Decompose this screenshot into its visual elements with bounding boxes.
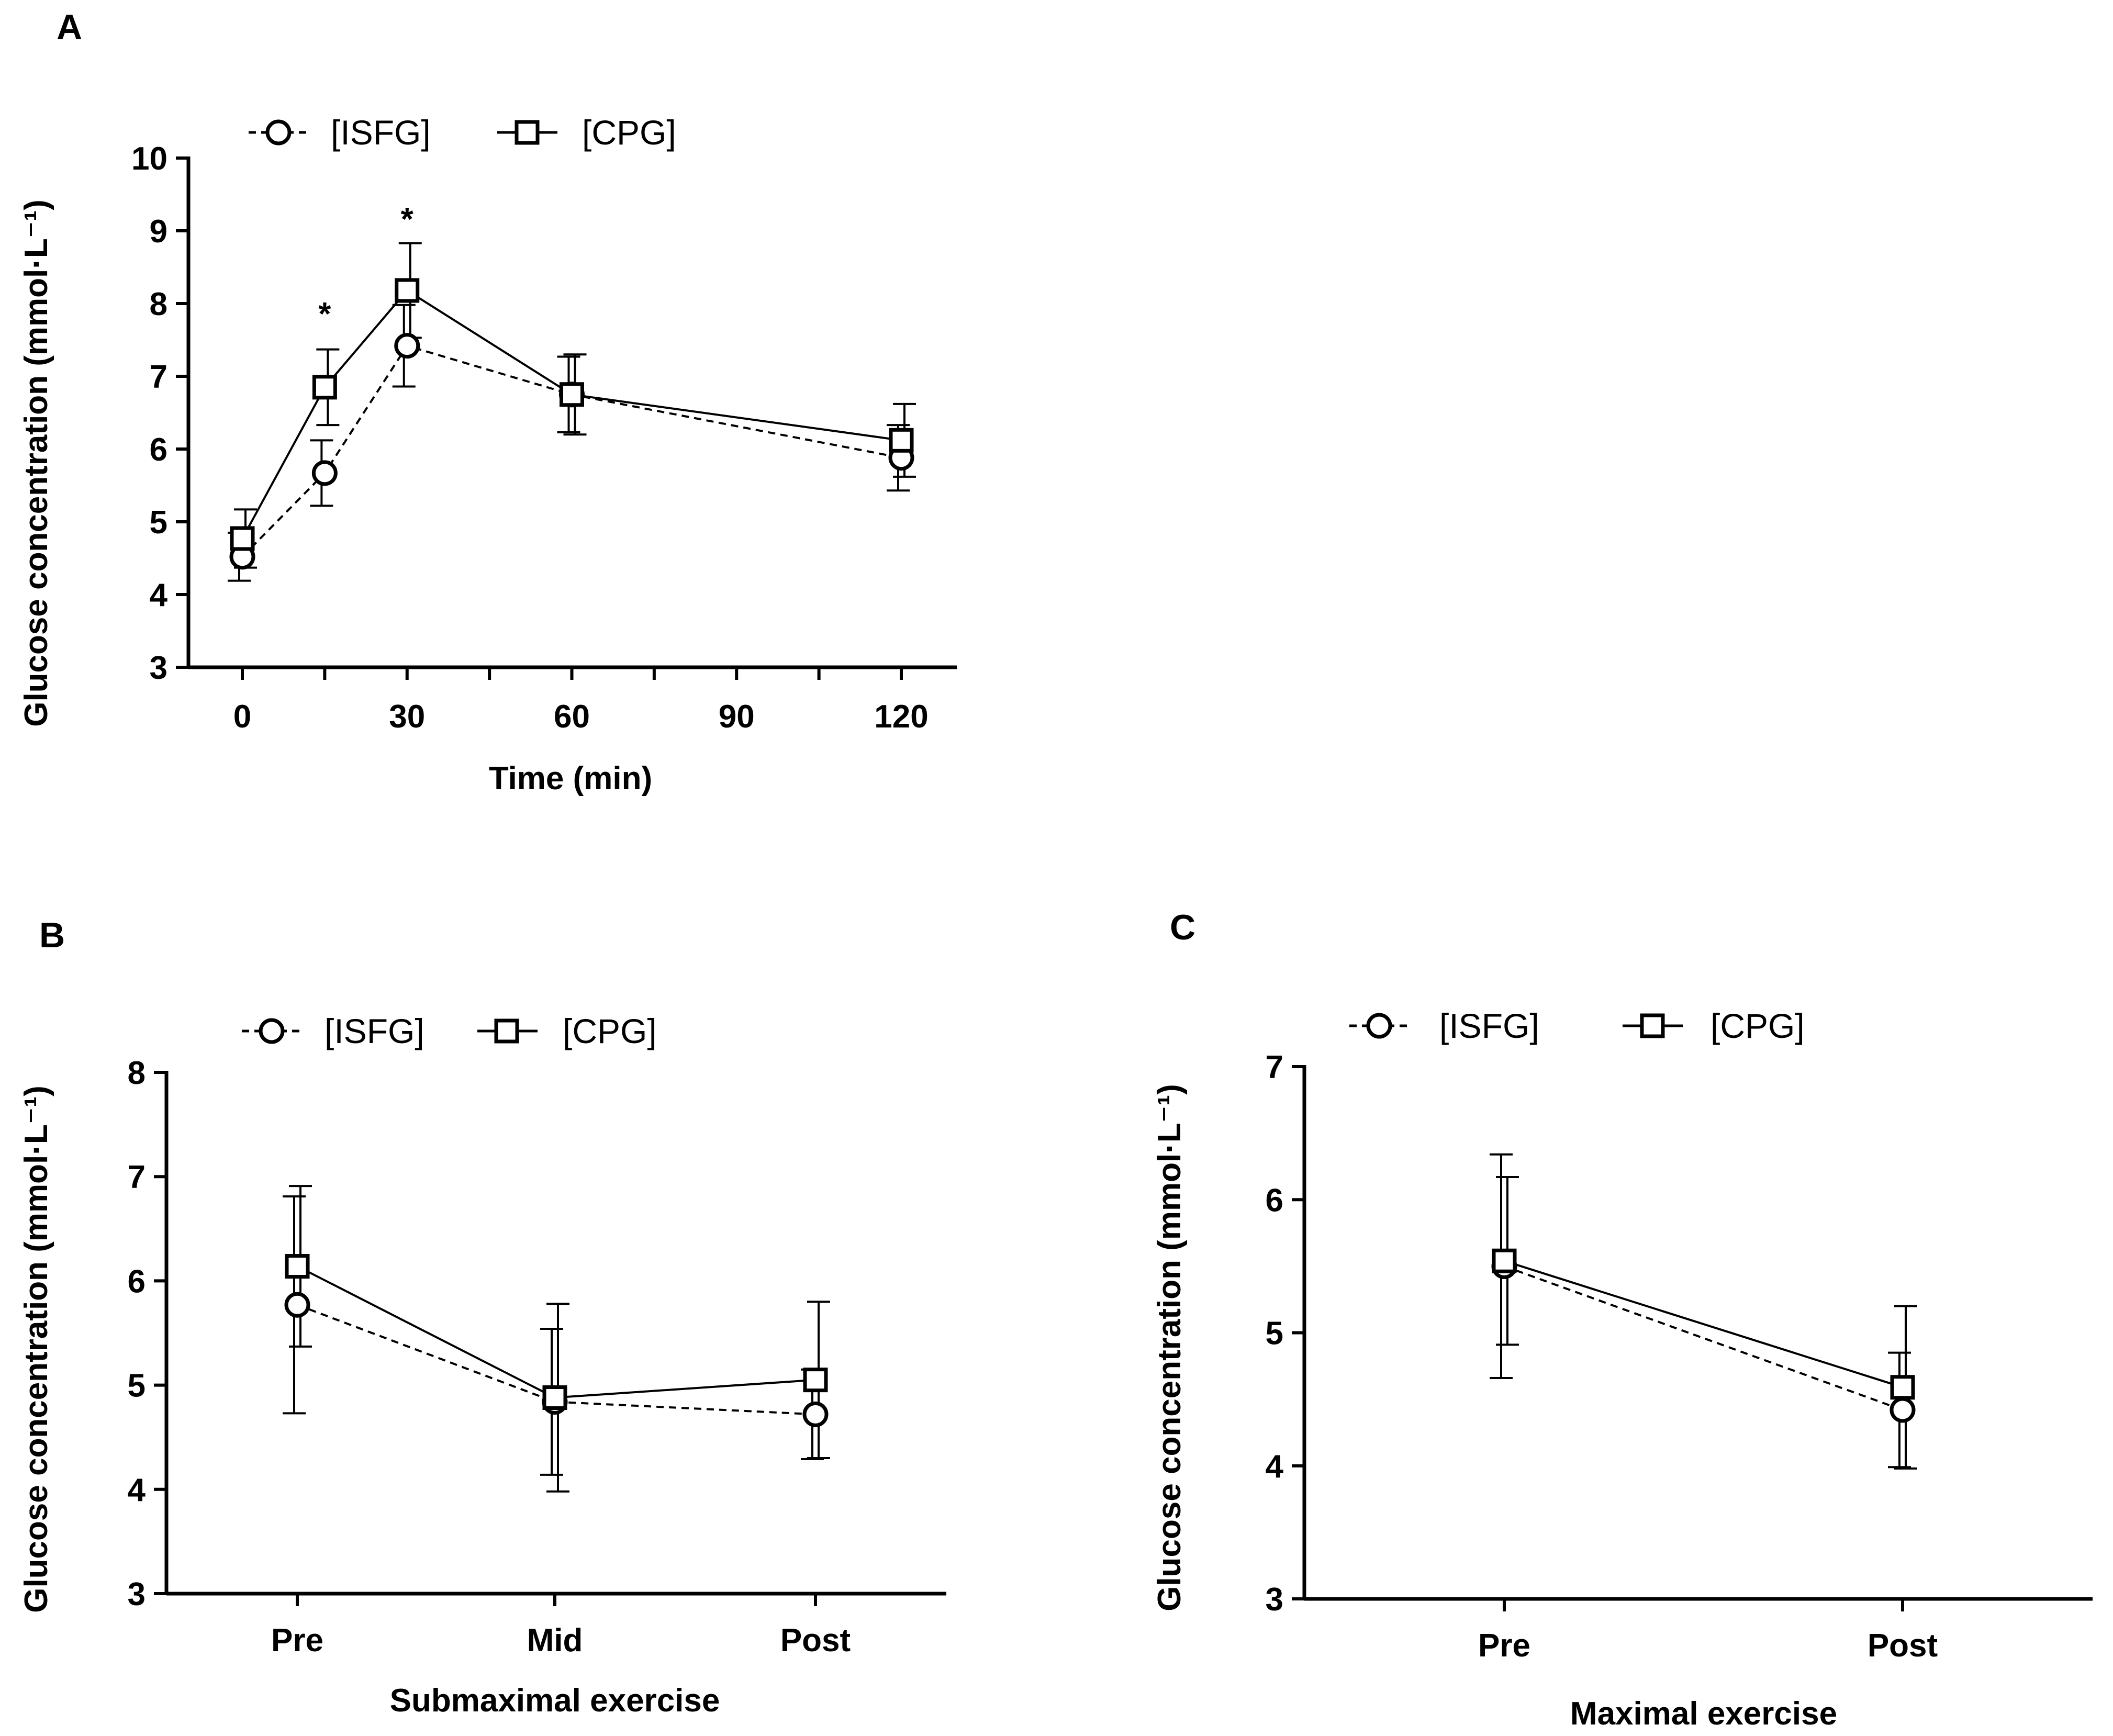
x-tick-label: Mid (527, 1622, 583, 1659)
cpg-data-point (1890, 1375, 1915, 1400)
panel-b-x-axis-title: Submaximal exercise (390, 1683, 720, 1719)
cpg-series-line (297, 1265, 816, 1399)
cpg-data-point (803, 1368, 828, 1393)
cpg-data-point (312, 375, 337, 400)
y-tick-label: 7 (1266, 1049, 1283, 1085)
isfg-data-point (284, 1292, 310, 1318)
cpg-data-point (285, 1254, 310, 1279)
panel-b-y-axis-title: Glucose concentration (mmol·L⁻¹) (18, 1085, 54, 1613)
legend-isfg-marker (265, 119, 292, 145)
plot-b: 3 4 5 6 7 8 Pre Mid Post (128, 1055, 946, 1659)
panel-b-label: B (39, 915, 65, 955)
isfg-data-point (802, 1401, 829, 1427)
y-tick-label: 5 (1266, 1316, 1283, 1352)
x-tick-label: 30 (389, 699, 425, 735)
isfg-series-line (241, 344, 902, 558)
cpg-data-point (560, 382, 584, 407)
cpg-data-point (230, 526, 255, 551)
y-tick-label: 9 (150, 214, 167, 250)
isfg-data-point (1890, 1397, 1916, 1423)
y-tick-label: 6 (150, 432, 167, 468)
legend-isfg-label: [ISFG] (325, 1012, 424, 1050)
significance-asterisk: * (318, 296, 331, 332)
isfg-data-point (394, 333, 420, 359)
panel-c: C [ISFG] [CPG] 3 4 5 6 7 Pre Post Maximal exer… (1151, 908, 2093, 1732)
legend-cpg-marker (494, 1018, 519, 1044)
y-tick-label: 4 (128, 1472, 146, 1508)
legend-isfg-label: [ISFG] (1439, 1006, 1539, 1045)
x-tick-label: Post (780, 1622, 851, 1659)
x-tick-label: 60 (554, 699, 590, 735)
legend-cpg-label: [CPG] (563, 1012, 657, 1050)
y-tick-label: 5 (150, 505, 167, 541)
y-tick-label: 3 (150, 650, 167, 686)
legend-cpg-label: [CPG] (1710, 1006, 1805, 1045)
plot-c: 3 4 5 6 7 Pre Post (1266, 1049, 2093, 1664)
panel-b-legend: [ISFG] [CPG] (242, 1012, 657, 1050)
plot-a: 3 4 5 6 7 8 9 10 0 30 60 90 120 * * (131, 141, 957, 735)
panel-a-legend: [ISFG] [CPG] (249, 113, 676, 152)
y-tick-label: 6 (128, 1263, 146, 1300)
y-tick-label: 8 (150, 286, 167, 322)
y-tick-label: 5 (128, 1368, 146, 1404)
legend-cpg-marker (515, 120, 540, 145)
y-tick-label: 10 (131, 141, 167, 177)
isfg-data-point (311, 460, 338, 486)
y-tick-label: 7 (128, 1159, 146, 1195)
panel-b: B [ISFG] [CPG] 3 4 5 6 7 8 Pre Mid Post Submaxim… (18, 915, 946, 1719)
x-tick-label: 0 (233, 699, 251, 735)
legend-isfg-marker (259, 1018, 285, 1044)
panel-c-label: C (1170, 908, 1195, 947)
cpg-series-line (1504, 1260, 1903, 1388)
x-tick-label: 90 (719, 699, 755, 735)
legend-cpg-label: [CPG] (582, 113, 676, 152)
panel-c-y-axis-title: Glucose concentration (mmol·L⁻¹) (1151, 1084, 1188, 1611)
y-tick-label: 8 (128, 1055, 146, 1091)
legend-isfg-marker (1366, 1013, 1392, 1039)
y-tick-label: 4 (150, 577, 168, 613)
y-tick-label: 3 (1266, 1582, 1283, 1618)
isfg-series-line (297, 1304, 816, 1416)
y-tick-label: 4 (1266, 1449, 1284, 1485)
cpg-series-line (241, 289, 902, 539)
legend-cpg-marker (1640, 1013, 1665, 1038)
x-tick-label: Pre (1478, 1628, 1530, 1664)
panel-c-x-axis-title: Maximal exercise (1570, 1696, 1837, 1732)
y-tick-label: 3 (128, 1576, 146, 1612)
cpg-data-point (542, 1385, 567, 1410)
legend-isfg-label: [ISFG] (331, 113, 431, 152)
x-tick-label: Post (1868, 1628, 1938, 1664)
cpg-data-point (889, 428, 914, 453)
y-tick-label: 6 (1266, 1182, 1283, 1218)
panel-c-legend: [ISFG] [CPG] (1349, 1006, 1805, 1045)
panel-a-label: A (57, 7, 82, 47)
panel-a: A [ISFG] [CPG] 3 4 5 6 7 8 9 10 0 30 60 90 120 * * Tim… (18, 7, 957, 797)
isfg-series-line (1504, 1265, 1903, 1411)
y-tick-label: 7 (150, 359, 167, 395)
x-tick-label: 120 (874, 699, 928, 735)
panel-a-x-axis-title: Time (min) (489, 760, 652, 797)
cpg-data-point (1492, 1248, 1517, 1273)
cpg-data-point (395, 278, 420, 303)
x-tick-label: Pre (271, 1622, 323, 1659)
panel-a-y-axis-title: Glucose concentration (mmol·L⁻¹) (18, 199, 54, 727)
significance-asterisk: * (401, 201, 414, 238)
